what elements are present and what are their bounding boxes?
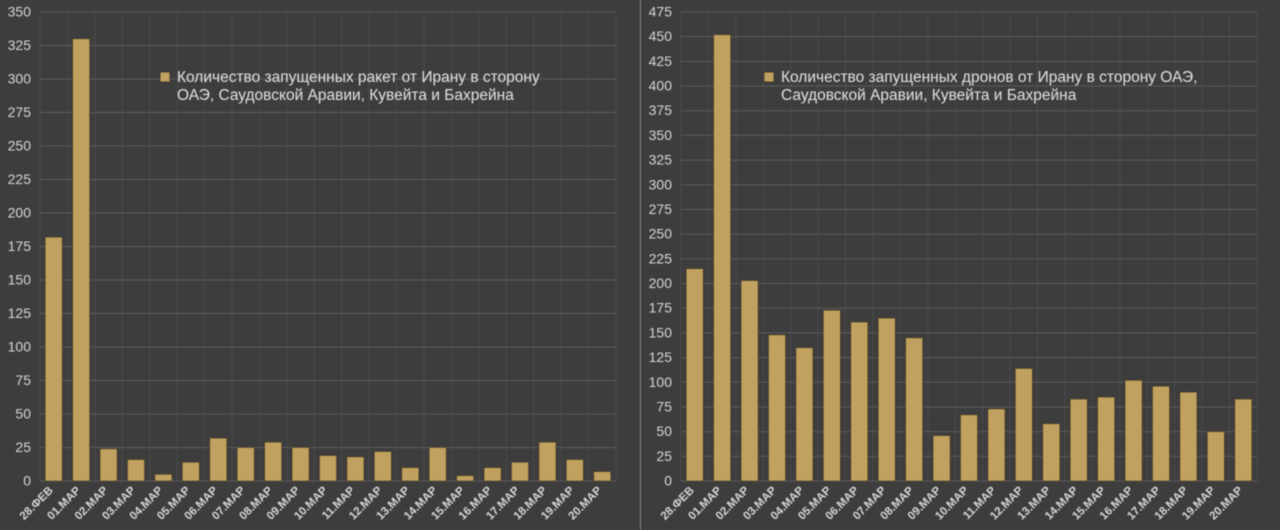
svg-text:125: 125 <box>8 305 32 321</box>
svg-text:75: 75 <box>15 372 31 388</box>
svg-text:250: 250 <box>649 226 673 242</box>
svg-text:125: 125 <box>649 349 673 365</box>
svg-text:375: 375 <box>649 102 673 118</box>
svg-text:350: 350 <box>8 4 32 20</box>
svg-text:25: 25 <box>656 448 672 464</box>
svg-text:150: 150 <box>8 272 32 288</box>
svg-text:200: 200 <box>8 205 32 221</box>
svg-text:275: 275 <box>649 201 673 217</box>
svg-text:100: 100 <box>8 339 32 355</box>
svg-text:450: 450 <box>649 28 673 44</box>
svg-text:225: 225 <box>8 171 32 187</box>
svg-text:150: 150 <box>649 324 673 340</box>
svg-text:325: 325 <box>649 152 673 168</box>
svg-text:0: 0 <box>664 473 672 489</box>
svg-text:25: 25 <box>15 439 31 455</box>
svg-text:325: 325 <box>8 37 32 53</box>
svg-text:300: 300 <box>649 176 673 192</box>
svg-text:75: 75 <box>656 398 672 414</box>
svg-text:175: 175 <box>649 300 673 316</box>
svg-text:100: 100 <box>649 374 673 390</box>
svg-text:475: 475 <box>649 4 673 20</box>
svg-text:350: 350 <box>649 127 673 143</box>
svg-text:200: 200 <box>649 275 673 291</box>
svg-text:250: 250 <box>8 138 32 154</box>
svg-text:225: 225 <box>649 250 673 266</box>
svg-text:400: 400 <box>649 78 673 94</box>
svg-text:175: 175 <box>8 238 32 254</box>
svg-text:0: 0 <box>23 473 31 489</box>
svg-text:50: 50 <box>656 423 672 439</box>
svg-text:50: 50 <box>15 406 31 422</box>
svg-text:300: 300 <box>8 71 32 87</box>
svg-text:275: 275 <box>8 104 32 120</box>
svg-text:425: 425 <box>649 53 673 69</box>
